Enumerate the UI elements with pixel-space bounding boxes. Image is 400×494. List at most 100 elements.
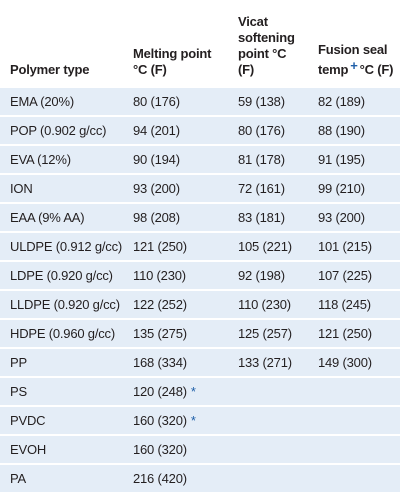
- cell-text: 83 (181): [238, 210, 285, 225]
- cell-text: EVOH: [10, 442, 47, 457]
- cell-text: 91 (195): [318, 152, 365, 167]
- table-cell: 149 (300): [308, 347, 400, 377]
- cell-text: 82 (189): [318, 94, 365, 109]
- table-cell: 94 (201): [123, 115, 228, 145]
- cell-text: 80 (176): [133, 94, 180, 109]
- table-cell: [228, 434, 308, 464]
- table-cell: EMA (20%): [0, 86, 123, 116]
- cell-text: POP (0.902 g/cc): [10, 123, 107, 138]
- table-cell: 160 (320): [123, 434, 228, 464]
- table-row: POP (0.902 g/cc) 94 (201) 80 (176) 88 (190): [0, 115, 400, 145]
- cell-text: 110 (230): [238, 297, 291, 312]
- cell-text: PP: [10, 355, 27, 370]
- table-cell: 88 (190): [308, 115, 400, 145]
- cell-text: 121 (250): [318, 326, 372, 341]
- column-header: Vicat softening point °C (F): [228, 0, 308, 87]
- cell-text: 125 (257): [238, 326, 292, 341]
- table-cell: 121 (250): [308, 318, 400, 348]
- table-cell: 122 (252): [123, 289, 228, 319]
- table-cell: 93 (200): [123, 173, 228, 203]
- table-cell: [228, 463, 308, 492]
- table-cell: [228, 405, 308, 435]
- table-row: LDPE (0.920 g/cc) 110 (230) 92 (198) 107 (2…: [0, 260, 400, 290]
- cell-text: 135 (275): [133, 326, 187, 341]
- table-cell: LDPE (0.920 g/cc): [0, 260, 123, 290]
- table-cell: 90 (194): [123, 144, 228, 174]
- table-cell: 80 (176): [228, 115, 308, 145]
- table-row: PS 120 (248) *: [0, 376, 400, 406]
- table-cell: EVA (12%): [0, 144, 123, 174]
- cell-text: 72 (161): [238, 181, 285, 196]
- cell-text: LDPE (0.920 g/cc): [10, 268, 113, 283]
- table-cell: [308, 376, 400, 406]
- table-row: PVDC 160 (320) *: [0, 405, 400, 435]
- table-cell: 121 (250): [123, 231, 228, 261]
- cell-text: 93 (200): [133, 181, 180, 196]
- cell-text: 99 (210): [318, 181, 365, 196]
- cell-text: HDPE (0.960 g/cc): [10, 326, 115, 341]
- header-text: °C (F): [359, 62, 394, 77]
- table-cell: EAA (9% AA): [0, 202, 123, 232]
- cell-text: PS: [10, 384, 27, 399]
- table-cell: 118 (245): [308, 289, 400, 319]
- footnote-mark: *: [190, 384, 196, 399]
- cell-text: 88 (190): [318, 123, 365, 138]
- table-cell: 99 (210): [308, 173, 400, 203]
- table-cell: 168 (334): [123, 347, 228, 377]
- cell-text: ULDPE (0.912 g/cc): [10, 239, 123, 254]
- table-cell: 80 (176): [123, 86, 228, 116]
- table-cell: 101 (215): [308, 231, 400, 261]
- table-cell: 93 (200): [308, 202, 400, 232]
- table-cell: 107 (225): [308, 260, 400, 290]
- header-text: Vicat softening point °C (F): [238, 14, 295, 77]
- cell-text: 160 (320): [133, 413, 187, 428]
- column-header: Polymer type: [0, 0, 123, 87]
- cell-text: 59 (138): [238, 94, 285, 109]
- table-cell: [308, 405, 400, 435]
- cell-text: EVA (12%): [10, 152, 71, 167]
- table-row: EMA (20%) 80 (176) 59 (138) 82 (189): [0, 86, 400, 116]
- cell-text: 133 (271): [238, 355, 292, 370]
- cell-text: LLDPE (0.920 g/cc): [10, 297, 120, 312]
- column-header: Melting point °C (F): [123, 0, 228, 87]
- header-text: Polymer type: [10, 62, 90, 77]
- table-cell: 135 (275): [123, 318, 228, 348]
- table-cell: 110 (230): [123, 260, 228, 290]
- table-cell: 216 (420): [123, 463, 228, 492]
- footnote-mark: *: [190, 413, 196, 428]
- header-text: Fusion seal temp: [318, 42, 388, 77]
- table-cell: ION: [0, 173, 123, 203]
- cell-text: EMA (20%): [10, 94, 74, 109]
- cell-text: 92 (198): [238, 268, 285, 283]
- table-cell: 91 (195): [308, 144, 400, 174]
- table-cell: 98 (208): [123, 202, 228, 232]
- table-cell: EVOH: [0, 434, 123, 464]
- table-cell: 120 (248) *: [123, 376, 228, 406]
- table-cell: 125 (257): [228, 318, 308, 348]
- table-cell: 133 (271): [228, 347, 308, 377]
- table-cell: [228, 376, 308, 406]
- cell-text: 94 (201): [133, 123, 180, 138]
- table-cell: 105 (221): [228, 231, 308, 261]
- table-cell: [308, 434, 400, 464]
- cell-text: EAA (9% AA): [10, 210, 85, 225]
- cell-text: 90 (194): [133, 152, 180, 167]
- cell-text: 118 (245): [318, 297, 371, 312]
- column-header: Fusion seal temp + °C (F): [308, 0, 400, 87]
- header-text: Melting point °C (F): [133, 46, 212, 77]
- table-cell: 81 (178): [228, 144, 308, 174]
- header-row: Polymer type Melting point °C (F) Vicat so…: [0, 0, 400, 87]
- cell-text: 81 (178): [238, 152, 285, 167]
- cell-text: 107 (225): [318, 268, 372, 283]
- table-cell: 72 (161): [228, 173, 308, 203]
- table-row: ULDPE (0.912 g/cc) 121 (250) 105 (221) 101 …: [0, 231, 400, 261]
- table-cell: 59 (138): [228, 86, 308, 116]
- cell-text: PVDC: [10, 413, 46, 428]
- table-row: EVA (12%) 90 (194) 81 (178) 91 (195): [0, 144, 400, 174]
- cell-text: 80 (176): [238, 123, 285, 138]
- table-cell: PVDC: [0, 405, 123, 435]
- table-cell: 160 (320) *: [123, 405, 228, 435]
- table-cell: LLDPE (0.920 g/cc): [0, 289, 123, 319]
